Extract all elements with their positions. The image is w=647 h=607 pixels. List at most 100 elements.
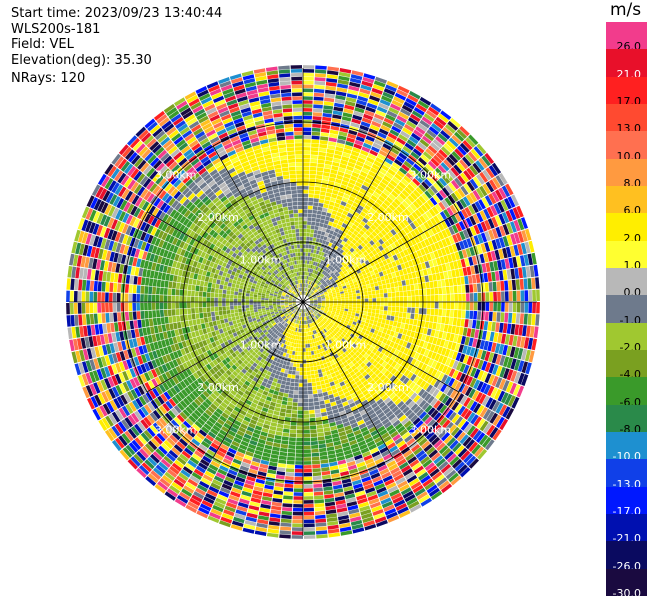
velocity-gate	[232, 346, 238, 352]
velocity-gate	[251, 356, 257, 362]
velocity-gate	[271, 418, 278, 424]
velocity-gate	[179, 400, 188, 409]
velocity-gate	[313, 305, 317, 308]
velocity-gate	[308, 294, 311, 298]
velocity-gate	[339, 329, 344, 334]
velocity-gate	[428, 487, 440, 497]
velocity-gate	[338, 167, 346, 173]
velocity-gate	[207, 406, 215, 414]
velocity-gate	[281, 404, 287, 409]
velocity-gate	[312, 278, 315, 282]
velocity-gate	[456, 393, 465, 403]
velocity-gate	[356, 461, 366, 468]
velocity-gate	[323, 317, 328, 321]
velocity-gate	[323, 253, 328, 258]
velocity-gate	[149, 412, 158, 422]
velocity-gate	[297, 422, 303, 426]
velocity-gate	[321, 297, 326, 299]
velocity-gate	[490, 387, 498, 399]
velocity-gate	[321, 467, 330, 472]
velocity-gate	[381, 418, 390, 426]
velocity-gate	[384, 233, 391, 241]
velocity-gate	[349, 326, 355, 331]
velocity-gate	[327, 291, 332, 294]
velocity-gate	[283, 326, 287, 331]
velocity-gate	[452, 442, 462, 453]
velocity-gate	[334, 492, 345, 498]
velocity-gate	[303, 328, 305, 333]
velocity-gate	[347, 398, 354, 405]
velocity-gate	[321, 329, 326, 334]
velocity-gate	[478, 434, 489, 446]
velocity-gate	[399, 291, 404, 297]
velocity-gate	[352, 359, 358, 365]
velocity-gate	[431, 302, 435, 309]
velocity-gate	[246, 512, 258, 519]
velocity-gate	[396, 411, 405, 419]
velocity-gate	[435, 192, 444, 201]
velocity-gate	[503, 368, 510, 380]
velocity-gate	[199, 503, 212, 512]
velocity-gate	[233, 406, 241, 413]
velocity-gate	[232, 320, 237, 325]
velocity-gate	[314, 186, 321, 191]
velocity-gate	[242, 487, 253, 494]
velocity-gate	[311, 282, 315, 286]
velocity-gate	[457, 310, 462, 318]
velocity-gate	[462, 345, 468, 354]
velocity-gate	[389, 179, 398, 187]
velocity-gate	[400, 275, 405, 281]
velocity-gate	[315, 315, 319, 319]
velocity-gate	[341, 317, 346, 321]
velocity-gate	[393, 226, 400, 234]
velocity-gate	[313, 202, 319, 207]
velocity-gate	[287, 333, 291, 338]
velocity-gate	[343, 310, 348, 314]
velocity-gate	[457, 188, 466, 198]
velocity-gate	[446, 387, 455, 397]
velocity-gate	[430, 243, 437, 252]
velocity-gate	[312, 306, 317, 309]
velocity-gate	[448, 368, 456, 377]
velocity-gate	[315, 333, 319, 338]
velocity-gate	[477, 292, 482, 302]
velocity-gate	[347, 348, 352, 354]
velocity-gate	[424, 404, 433, 413]
velocity-gate	[347, 322, 352, 327]
velocity-gate	[313, 249, 317, 254]
velocity-gate	[269, 350, 275, 356]
velocity-gate	[307, 288, 309, 292]
velocity-gate	[310, 347, 314, 351]
velocity-gate	[347, 504, 359, 511]
velocity-gate	[433, 455, 444, 465]
velocity-gate	[484, 231, 491, 242]
velocity-gate	[266, 396, 272, 402]
velocity-gate	[402, 285, 407, 291]
velocity-gate	[341, 283, 346, 287]
velocity-gate	[306, 276, 309, 280]
velocity-gate	[346, 432, 355, 439]
velocity-gate	[284, 420, 291, 426]
velocity-gate	[184, 447, 194, 456]
velocity-gate	[391, 311, 396, 317]
velocity-gate	[345, 497, 357, 503]
velocity-gate	[399, 221, 406, 229]
velocity-gate	[516, 290, 521, 302]
velocity-gate	[285, 332, 289, 337]
velocity-gate	[318, 348, 323, 353]
velocity-gate	[374, 174, 383, 182]
velocity-gate	[476, 283, 482, 293]
velocity-gate	[218, 490, 230, 498]
velocity-gate	[387, 288, 392, 293]
velocity-gate	[371, 366, 378, 373]
velocity-gate	[465, 346, 472, 356]
velocity-gate	[305, 347, 309, 352]
velocity-gate	[359, 230, 365, 236]
velocity-gate	[438, 302, 443, 309]
velocity-gate	[339, 467, 349, 473]
velocity-gate	[282, 331, 286, 335]
velocity-gate	[281, 436, 289, 441]
velocity-gate	[314, 299, 318, 301]
velocity-gate	[322, 423, 330, 428]
velocity-gate	[261, 381, 267, 387]
